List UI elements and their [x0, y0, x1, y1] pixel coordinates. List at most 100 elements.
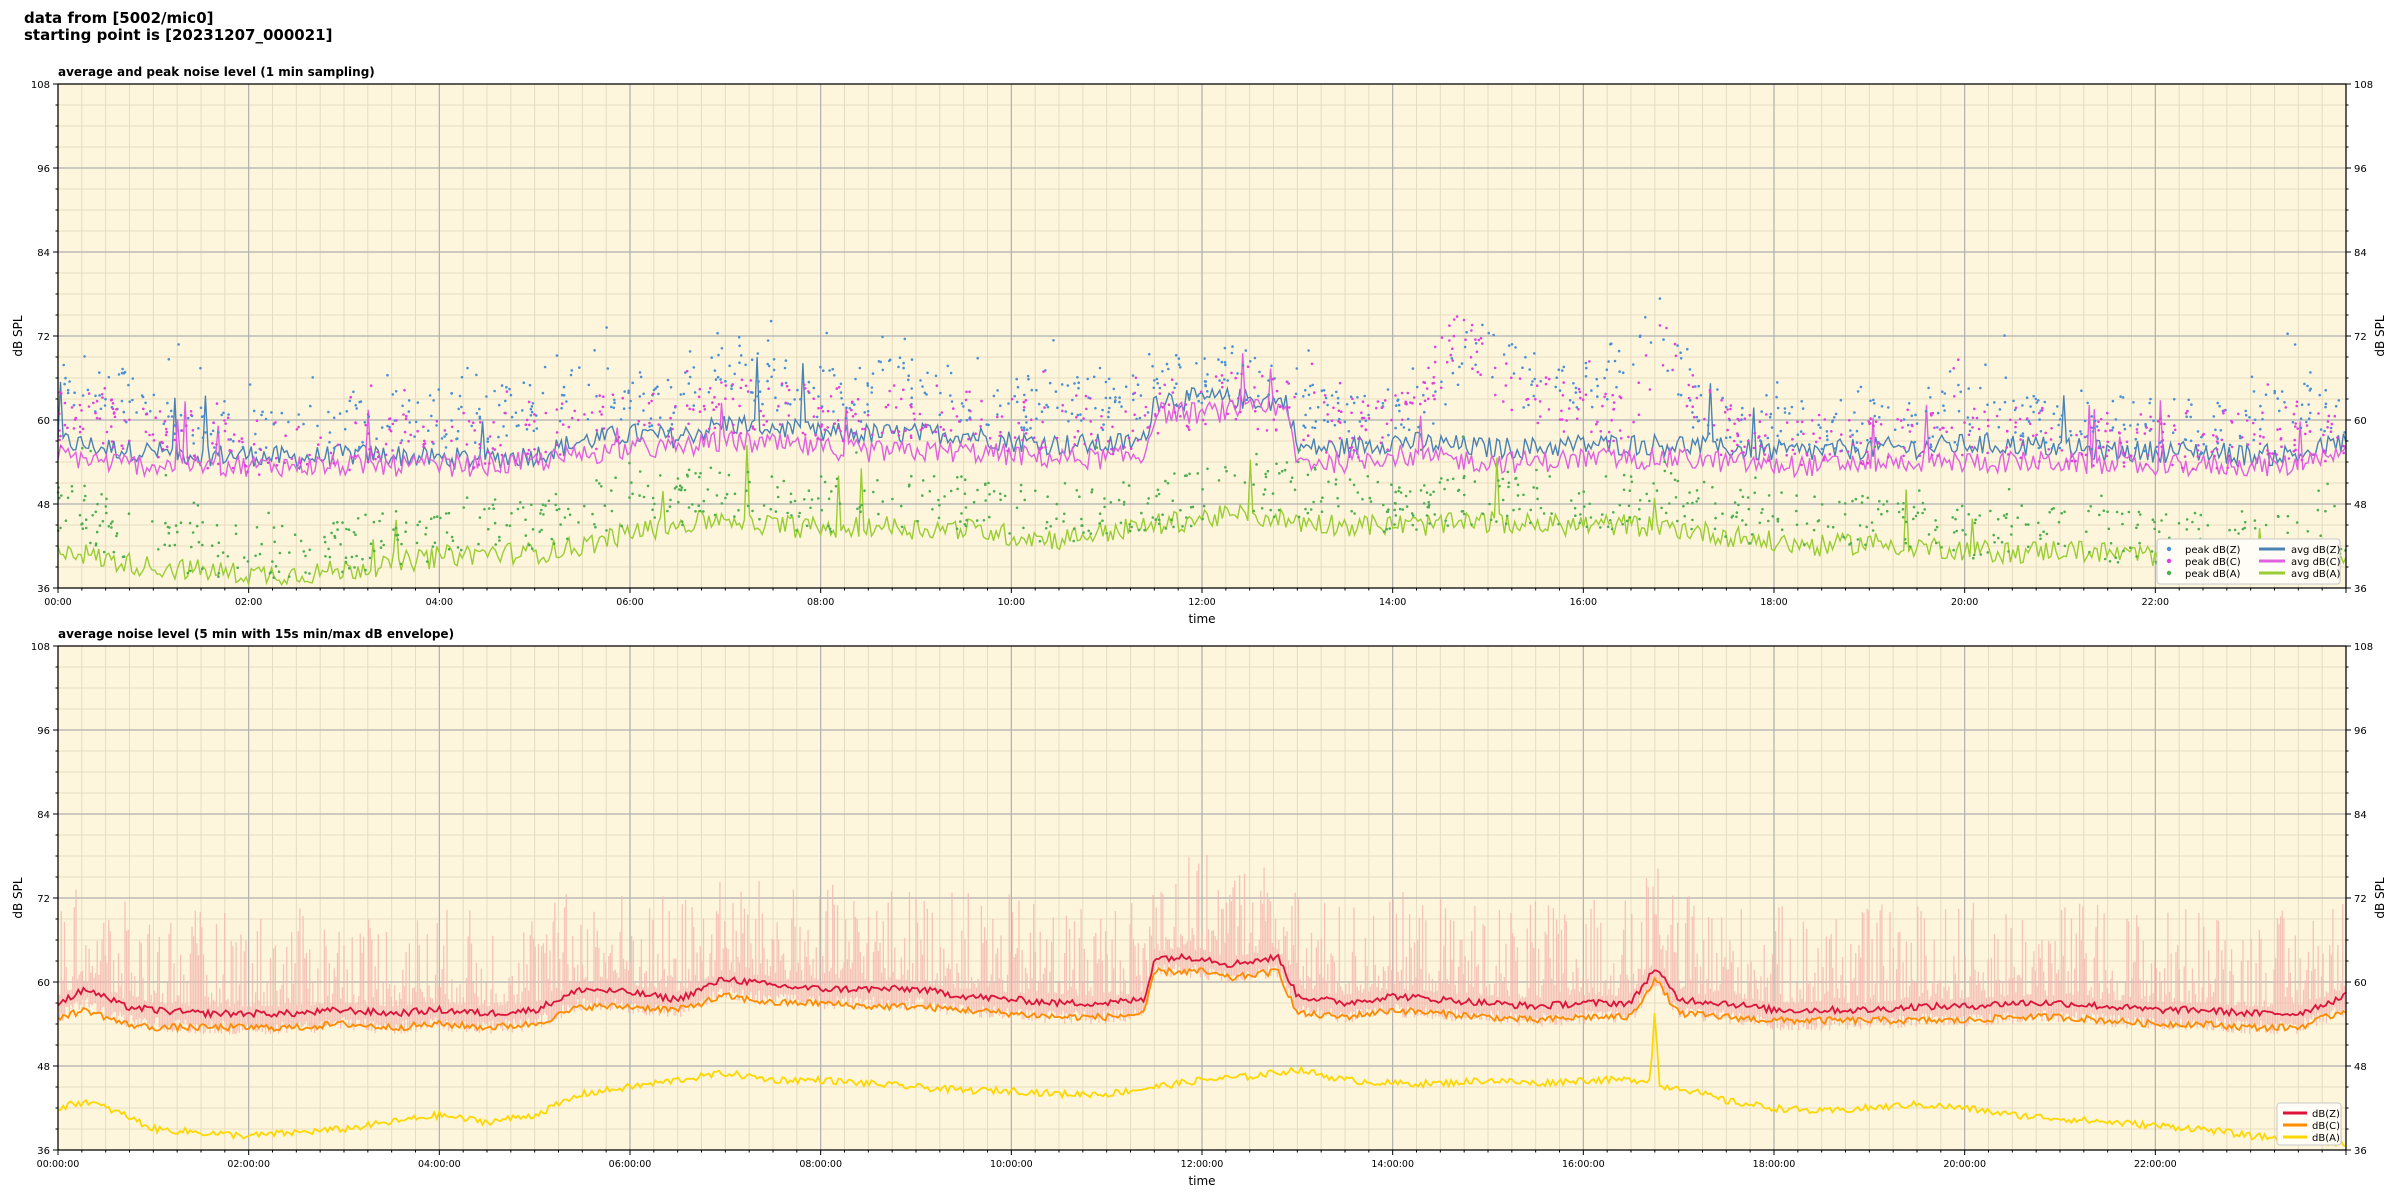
data-point-peak-db-c	[305, 462, 309, 466]
data-point-peak-db-a	[1776, 520, 1780, 523]
data-point-peak-db-z	[408, 421, 412, 424]
data-point-peak-db-a	[1776, 517, 1780, 521]
data-point-peak-db-z	[707, 390, 711, 394]
data-point-peak-db-a	[758, 517, 761, 521]
data-point-peak-db-z	[470, 424, 474, 428]
data-point-peak-db-a	[949, 489, 953, 493]
data-point-peak-db-z	[2110, 428, 2114, 432]
data-point-peak-db-a	[1062, 520, 1065, 523]
data-point-peak-db-a	[462, 506, 466, 509]
data-point-peak-db-z	[844, 417, 848, 420]
data-point-peak-db-z	[877, 360, 881, 363]
data-point-peak-db-z	[437, 388, 441, 391]
data-point-peak-db-c	[1767, 459, 1771, 462]
data-point-peak-db-a	[1045, 520, 1049, 524]
data-point-peak-db-c	[1380, 406, 1384, 410]
data-point-peak-db-c	[1481, 342, 1484, 345]
data-point-peak-db-a	[2121, 522, 2124, 526]
data-point-peak-db-c	[1579, 396, 1582, 400]
data-point-peak-db-a	[2243, 520, 2247, 524]
data-point-peak-db-c	[765, 420, 769, 423]
data-point-peak-db-z	[1456, 383, 1460, 387]
data-point-peak-db-a	[1293, 488, 1297, 492]
data-point-peak-db-a	[2045, 532, 2049, 536]
data-point-peak-db-z	[1915, 422, 1919, 425]
data-point-peak-db-c	[940, 411, 944, 414]
data-point-peak-db-z	[1715, 438, 1719, 442]
data-point-peak-db-c	[1791, 448, 1795, 452]
data-point-peak-db-z	[629, 399, 632, 403]
data-point-peak-db-c	[968, 390, 971, 394]
data-point-peak-db-z	[2039, 430, 2043, 433]
data-point-peak-db-a	[102, 550, 106, 554]
data-point-peak-db-z	[619, 418, 623, 421]
data-point-peak-db-z	[622, 407, 626, 411]
data-point-peak-db-z	[260, 413, 263, 417]
data-point-peak-db-z	[328, 440, 331, 444]
data-point-peak-db-z	[839, 391, 843, 394]
data-point-peak-db-a	[1916, 511, 1920, 515]
data-point-peak-db-a	[1914, 514, 1918, 518]
data-point-peak-db-a	[1398, 507, 1402, 511]
data-point-peak-db-c	[152, 439, 156, 442]
data-point-peak-db-z	[1108, 396, 1112, 400]
legend-box-top	[2156, 538, 2341, 585]
data-point-peak-db-z	[2060, 414, 2064, 417]
data-point-peak-db-z	[1258, 370, 1261, 374]
data-point-peak-db-c	[717, 403, 721, 406]
data-point-peak-db-a	[642, 495, 646, 499]
data-point-peak-db-z	[1107, 415, 1110, 419]
data-point-peak-db-z	[1330, 394, 1334, 397]
data-point-peak-db-a	[217, 541, 221, 544]
data-point-peak-db-c	[366, 413, 370, 416]
data-point-peak-db-a	[1676, 519, 1679, 523]
data-point-peak-db-c	[1000, 415, 1004, 418]
data-point-peak-db-z	[1367, 413, 1370, 417]
data-point-peak-db-a	[1298, 448, 1301, 452]
data-point-peak-db-a	[226, 555, 230, 558]
data-point-peak-db-a	[631, 492, 634, 496]
data-point-peak-db-c	[1610, 418, 1613, 422]
panel0-y-tick-label-right: 108	[2354, 80, 2373, 91]
data-point-peak-db-c	[66, 426, 69, 430]
data-point-peak-db-c	[1360, 411, 1363, 415]
data-point-peak-db-a	[2004, 516, 2008, 520]
data-point-peak-db-z	[120, 399, 124, 403]
data-point-peak-db-a	[2253, 519, 2257, 522]
data-point-peak-db-a	[1761, 507, 1764, 511]
data-point-peak-db-a	[2237, 532, 2240, 535]
data-point-peak-db-z	[1153, 379, 1156, 382]
data-point-peak-db-z	[2307, 417, 2311, 421]
data-point-peak-db-a	[544, 504, 547, 507]
data-point-peak-db-c	[1977, 427, 1981, 431]
data-point-peak-db-c	[1671, 368, 1674, 372]
data-point-peak-db-a	[1826, 525, 1830, 528]
data-point-peak-db-c	[1971, 416, 1975, 420]
data-point-peak-db-z	[1114, 396, 1117, 399]
data-point-peak-db-c	[738, 404, 741, 408]
data-point-peak-db-a	[1628, 516, 1632, 519]
data-point-peak-db-z	[1913, 440, 1917, 444]
data-point-peak-db-c	[2237, 412, 2240, 416]
data-point-peak-db-z	[2324, 402, 2328, 406]
data-point-peak-db-c	[2044, 431, 2047, 435]
data-point-peak-db-c	[1950, 426, 1954, 430]
data-point-peak-db-c	[819, 438, 823, 442]
data-point-peak-db-z	[1244, 349, 1248, 352]
data-point-peak-db-c	[78, 403, 82, 407]
data-point-peak-db-a	[669, 498, 672, 502]
data-point-peak-db-c	[1129, 447, 1133, 451]
panel0-x-tick-label: 00:00	[44, 597, 71, 608]
panel0-x-tick-label: 02:00	[235, 597, 262, 608]
data-point-peak-db-z	[939, 391, 942, 395]
data-point-peak-db-c	[1805, 452, 1808, 456]
data-point-peak-db-c	[1350, 411, 1353, 415]
data-point-peak-db-a	[762, 504, 766, 507]
data-point-peak-db-c	[1691, 405, 1694, 409]
data-point-peak-db-a	[805, 524, 809, 528]
data-point-peak-db-z	[466, 366, 469, 370]
data-point-peak-db-z	[2273, 389, 2276, 393]
data-point-peak-db-a	[1739, 488, 1742, 492]
data-point-peak-db-c	[974, 432, 977, 436]
